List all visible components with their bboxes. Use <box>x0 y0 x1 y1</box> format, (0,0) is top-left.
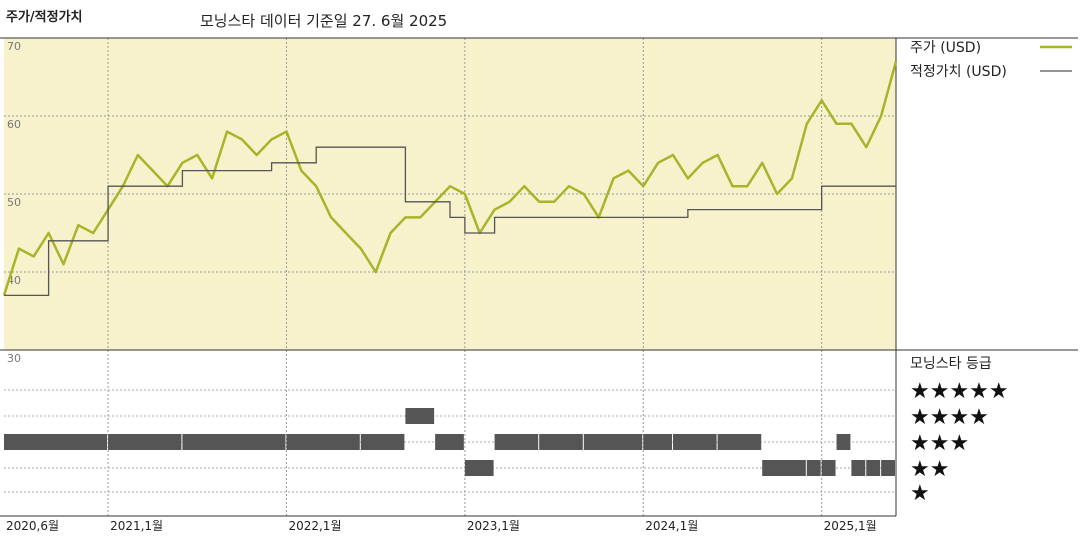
chart-title: 주가/적정가치 <box>6 10 83 25</box>
rating-bar <box>435 434 464 450</box>
rating-bar <box>286 434 360 450</box>
y-tick-label: 70 <box>7 40 21 53</box>
rating-level-label: ★★ <box>910 457 949 482</box>
rating-bar <box>836 434 851 450</box>
rating-bar <box>539 434 583 450</box>
x-tick-label: 2024,1월 <box>645 519 698 533</box>
y-tick-label: 60 <box>7 118 21 131</box>
rating-level-label: ★ <box>910 481 930 506</box>
x-tick-label: 2021,1월 <box>110 519 163 533</box>
rating-level-label: ★★★★★ <box>910 379 1009 404</box>
price-line <box>2 61 898 296</box>
rating-bar <box>4 434 108 450</box>
rating-bar <box>182 434 286 450</box>
chart-subtitle: 모닝스타 데이터 기준일 27. 6월 2025 <box>200 12 448 30</box>
rating-level-label: ★★★ <box>910 431 969 456</box>
rating-bar <box>881 460 895 476</box>
rating-bar <box>494 434 539 450</box>
legend-fair-value-label: 적정가치 (USD) <box>910 64 1007 80</box>
rating-title: 모닝스타 등급 <box>910 356 992 372</box>
rating-bar <box>673 434 717 450</box>
rating-bar <box>360 434 405 450</box>
x-tick-label: 2020,6월 <box>6 519 59 533</box>
fair-value-line <box>4 146 896 297</box>
y-tick-label: 50 <box>7 196 21 209</box>
rating-bar <box>717 434 762 450</box>
rating-bar <box>405 408 435 424</box>
rating-bar <box>851 460 866 476</box>
rating-bar <box>464 460 494 476</box>
x-tick-label: 2023,1월 <box>467 519 520 533</box>
rating-bar <box>762 460 806 476</box>
rating-level-label: ★★★★ <box>910 405 989 430</box>
x-tick-label: 2022,1월 <box>288 519 341 533</box>
rating-bar <box>643 434 672 450</box>
rating-bar <box>866 460 881 476</box>
rating-bar <box>821 460 836 476</box>
rating-bar <box>806 460 821 476</box>
rating-bar <box>583 434 643 450</box>
rating-bar <box>108 434 182 450</box>
y-tick-label: 30 <box>7 352 21 365</box>
x-tick-label: 2025,1월 <box>824 519 877 533</box>
legend-price-label: 주가 (USD) <box>910 40 981 56</box>
